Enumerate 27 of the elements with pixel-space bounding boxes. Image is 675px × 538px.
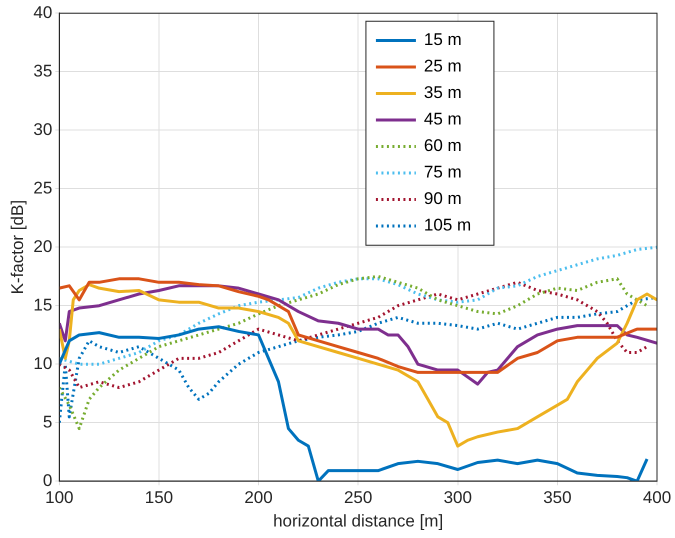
x-tick-label: 100	[45, 488, 74, 508]
x-tick-label: 200	[244, 488, 273, 508]
legend-label: 35 m	[424, 83, 462, 102]
y-tick-label: 35	[33, 61, 52, 80]
x-tick-label: 250	[344, 488, 372, 508]
legend-label: 75 m	[424, 162, 462, 182]
y-tick-label: 30	[33, 120, 52, 139]
legend-label: 90 m	[424, 189, 462, 208]
y-tick-label: 10	[33, 354, 52, 373]
y-tick-label: 15	[33, 295, 52, 314]
y-tick-label: 5	[42, 412, 52, 432]
legend-label: 60 m	[424, 136, 462, 156]
x-tick-label: 350	[543, 488, 572, 508]
legend-label: 25 m	[424, 56, 462, 76]
x-tick-label: 400	[642, 488, 672, 508]
x-axis-title: horizontal distance [m]	[273, 511, 444, 530]
legend-label: 45 m	[424, 110, 462, 129]
y-tick-label: 20	[33, 236, 52, 256]
y-tick-label: 25	[33, 178, 52, 198]
y-axis-title: K-factor [dB]	[8, 200, 27, 294]
x-tick-label: 150	[144, 488, 174, 508]
legend-label: 15 m	[424, 30, 462, 50]
legend-label: 105 m	[424, 216, 472, 235]
line-series	[59, 274, 649, 430]
x-tick-label: 300	[444, 488, 472, 508]
y-tick-label: 40	[33, 2, 52, 22]
y-tick-label: 0	[42, 470, 52, 490]
